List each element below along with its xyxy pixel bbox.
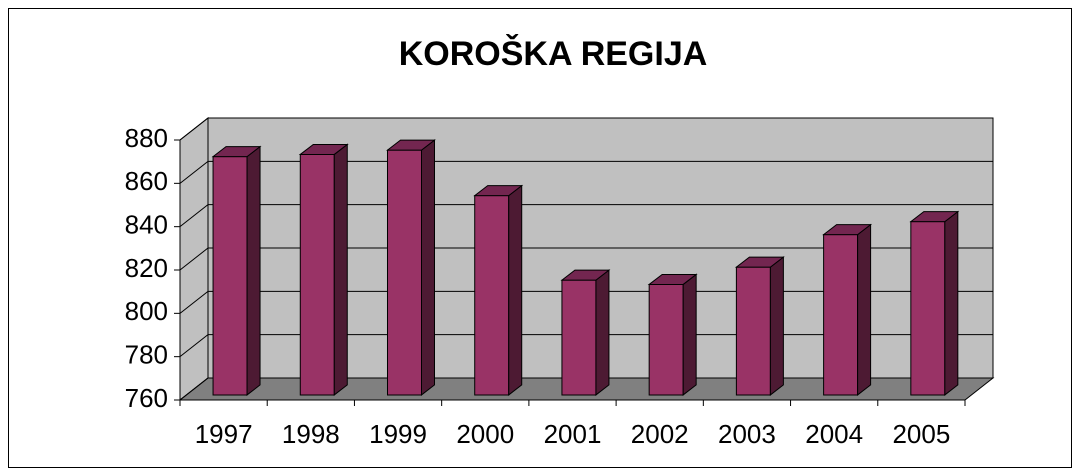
bar-front [735, 266, 771, 396]
y-tick-label: 880 [125, 123, 168, 153]
bar [560, 269, 611, 396]
x-tick-label: 2003 [718, 419, 776, 449]
y-tick-label: 800 [125, 296, 168, 326]
bar [386, 139, 436, 396]
bar-top [822, 224, 873, 236]
bar-side [508, 184, 523, 396]
bar [909, 210, 960, 396]
grid-line [179, 377, 993, 401]
bar-front [561, 279, 597, 396]
bar-side [944, 210, 959, 396]
x-tick-label: 1997 [195, 419, 253, 449]
bar [822, 223, 873, 396]
bar-front [474, 195, 510, 396]
bar-top [298, 143, 349, 155]
grid-line [179, 160, 993, 184]
bar-front [648, 283, 684, 396]
grid-line [179, 247, 993, 271]
bar-front [910, 221, 946, 396]
bar-front [386, 149, 422, 396]
bar [298, 143, 349, 396]
bar-top [647, 273, 698, 285]
x-tick-label: 2004 [805, 419, 863, 449]
bar [647, 273, 698, 396]
bar-side [420, 139, 435, 396]
y-tick-label: 820 [125, 253, 168, 283]
y-tick-label: 860 [125, 166, 168, 196]
bar-top [560, 269, 611, 281]
y-tick-label: 780 [125, 340, 168, 370]
y-tick-label: 840 [125, 210, 168, 240]
bar-front [299, 153, 335, 396]
grid-line [179, 204, 993, 228]
x-tick-label: 2000 [456, 419, 514, 449]
bar-top [473, 185, 524, 197]
grid-line [179, 334, 993, 358]
bar [211, 145, 262, 396]
bar-top [734, 256, 785, 268]
bar-side [682, 273, 697, 396]
x-tick-label: 2002 [631, 419, 689, 449]
x-tick-label: 1998 [282, 419, 340, 449]
grid-line [179, 117, 993, 141]
bar [734, 256, 785, 396]
bar-side [333, 143, 348, 396]
bar-side [246, 145, 261, 396]
x-tick-label: 2001 [544, 419, 602, 449]
x-tick-label: 2005 [892, 419, 950, 449]
grid-line [179, 290, 993, 314]
bar-front [212, 156, 248, 396]
bar-side [595, 269, 610, 396]
bar [473, 184, 524, 396]
bar-side [769, 256, 784, 396]
chart-title: KOROŠKA REGIJA [399, 34, 708, 73]
bar-top [909, 211, 960, 223]
bar-front [823, 234, 859, 396]
bar-top [211, 146, 262, 158]
bar-top [386, 139, 436, 151]
x-tick-label: 1999 [369, 419, 427, 449]
bar-side [857, 223, 872, 396]
y-tick-label: 760 [125, 383, 168, 413]
